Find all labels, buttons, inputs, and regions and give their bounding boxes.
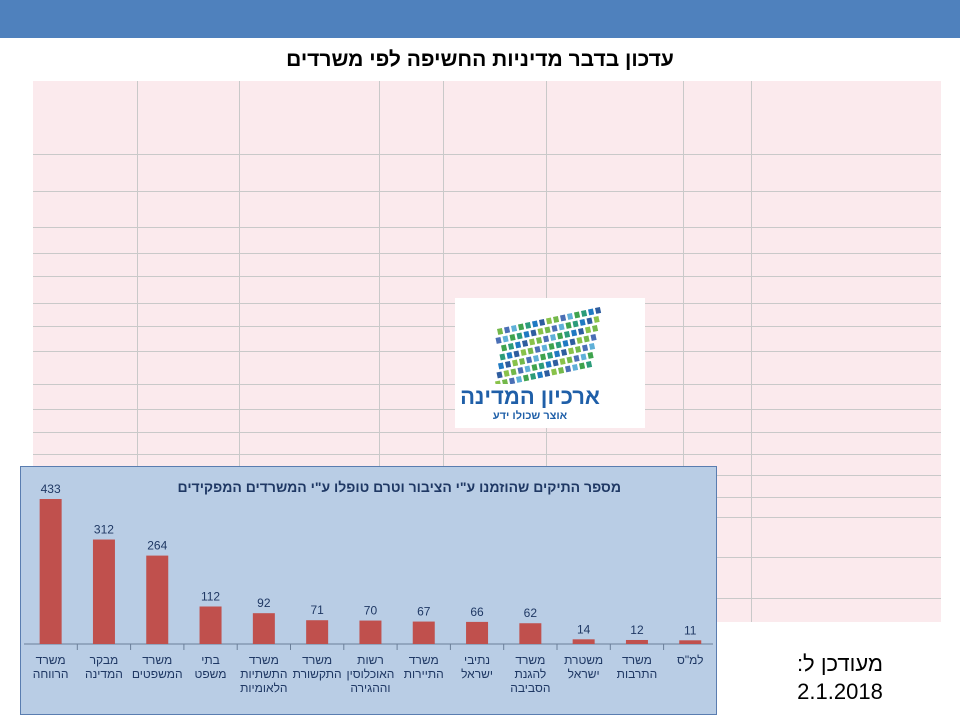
category-label: משרד — [622, 653, 652, 667]
category-label: משרד — [409, 653, 439, 667]
bar — [412, 621, 435, 644]
category-label: המשפטים — [132, 667, 183, 681]
logo-name: ארכיון המדינה — [460, 384, 600, 409]
pending-files-chart: מספר התיקים שהוזמנו ע"י הציבור וטרם טופל… — [20, 466, 717, 715]
category-label: התרבות — [617, 667, 658, 681]
grid-line — [33, 432, 941, 433]
bar — [466, 621, 489, 644]
category-label: משפט — [195, 667, 227, 681]
updated-date: 2.1.2018 — [797, 679, 883, 704]
bar — [679, 640, 702, 644]
bar — [199, 606, 222, 644]
bar — [625, 639, 648, 644]
grid-line — [33, 227, 941, 228]
category-label: משרד — [515, 653, 545, 667]
bar — [306, 620, 329, 644]
data-label: 112 — [201, 589, 220, 603]
category-label: משטרת — [564, 653, 603, 667]
chart-plot: 433משרדהרווחה312מבקרהמדינה264משרדהמשפטים… — [24, 482, 713, 695]
category-label: משרד — [36, 653, 66, 667]
logo-tagline: אוצר שכולו ידע — [492, 410, 568, 422]
category-label: להגנת — [514, 667, 546, 681]
bar — [252, 613, 275, 644]
data-label: 67 — [417, 605, 431, 619]
category-label: וההגירה — [350, 681, 390, 695]
category-label: משרד — [302, 653, 332, 667]
category-label: התקשורת — [293, 667, 342, 681]
bar — [39, 499, 62, 644]
updated-note: מעודכן ל: 2.1.2018 — [780, 650, 900, 706]
category-label: נתיבי — [464, 653, 490, 667]
grid-line — [33, 276, 941, 277]
category-label: משרד — [249, 653, 279, 667]
bar — [92, 539, 115, 644]
data-label: 312 — [94, 523, 114, 537]
category-label: מבקר — [90, 653, 119, 667]
data-label: 12 — [630, 623, 644, 637]
category-label: רשות — [357, 653, 384, 667]
grid-line — [33, 454, 941, 455]
category-label: הסביבה — [510, 681, 550, 695]
category-label: ישראל — [568, 667, 600, 681]
bar — [572, 639, 595, 644]
data-label: 92 — [257, 596, 271, 610]
page-title: עדכון בדבר מדיניות החשיפה לפי משרדים — [286, 48, 674, 71]
category-label: הלאומיות — [240, 681, 287, 695]
data-label: 66 — [470, 605, 484, 619]
grid-line — [33, 191, 941, 192]
data-label: 71 — [310, 603, 324, 617]
category-label: הרווחה — [33, 667, 69, 681]
category-label: האוכלוסין — [346, 667, 394, 681]
category-label: בתי — [201, 653, 220, 667]
data-label: 264 — [147, 539, 167, 553]
data-label: 62 — [524, 606, 538, 620]
data-label: 11 — [684, 623, 697, 637]
data-label: 70 — [364, 604, 378, 618]
category-label: התשתיות — [240, 667, 287, 681]
category-label: המדינה — [85, 667, 123, 681]
bar — [359, 620, 382, 644]
category-label: משרד — [142, 653, 172, 667]
header-bar — [0, 0, 960, 38]
updated-label: מעודכן ל: — [796, 651, 884, 676]
grid-line — [33, 253, 941, 254]
category-label: למ"ס — [677, 653, 704, 667]
data-label: 14 — [577, 622, 591, 636]
data-label: 433 — [41, 482, 61, 496]
state-archive-logo: ארכיון המדינה אוצר שכולו ידע — [455, 298, 645, 428]
grid-line — [33, 154, 941, 155]
category-label: ישראל — [461, 667, 493, 681]
bar — [146, 555, 169, 644]
chart-title: מספר התיקים שהוזמנו ע"י הציבור וטרם טופל… — [177, 479, 621, 495]
category-label: התיירות — [404, 667, 444, 681]
bar — [519, 623, 542, 644]
